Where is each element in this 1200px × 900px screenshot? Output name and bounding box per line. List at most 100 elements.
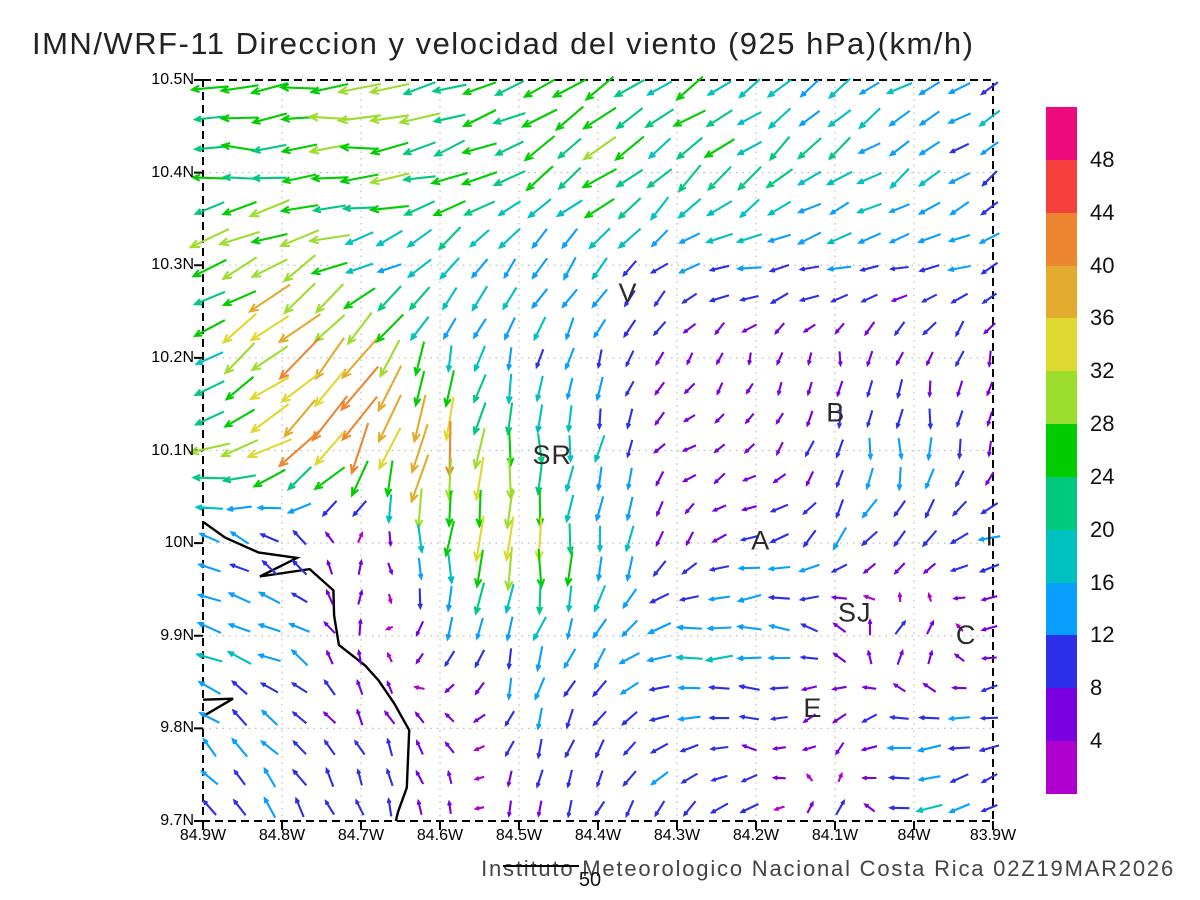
colorbar-tick-label: 44 xyxy=(1090,199,1115,225)
wind-arrow xyxy=(927,591,933,602)
wind-arrow xyxy=(460,142,497,155)
wind-arrow xyxy=(922,682,937,693)
wind-arrow xyxy=(767,565,791,572)
wind-arrow xyxy=(534,677,546,701)
wind-arrow xyxy=(386,797,393,817)
wind-arrow xyxy=(654,411,666,427)
wind-arrow xyxy=(885,82,913,95)
wind-arrow xyxy=(855,171,883,185)
wind-arrow xyxy=(414,711,425,724)
wind-arrow xyxy=(650,196,670,221)
wind-arrow xyxy=(565,585,573,613)
wind-arrow xyxy=(918,715,940,721)
wind-arrow xyxy=(193,410,225,426)
wind-arrow xyxy=(535,462,543,496)
wind-arrow xyxy=(947,745,970,752)
wind-arrow xyxy=(401,175,436,183)
wind-arrow xyxy=(233,769,246,786)
wind-arrow xyxy=(471,285,489,313)
wind-arrow xyxy=(652,321,667,337)
wind-arrow xyxy=(837,351,843,368)
wind-arrow xyxy=(324,799,335,816)
wind-arrow xyxy=(769,533,789,544)
wind-arrow xyxy=(860,713,878,723)
wind-arrow xyxy=(855,202,882,214)
wind-arrow xyxy=(648,592,670,604)
wind-arrow xyxy=(375,229,403,247)
wind-arrow xyxy=(949,773,969,783)
wind-arrow xyxy=(826,265,852,272)
wind-arrow xyxy=(678,595,699,602)
wind-arrow xyxy=(771,746,786,751)
wind-arrow xyxy=(738,294,759,302)
wind-arrow xyxy=(896,649,904,665)
colorbar-segment xyxy=(1046,159,1077,213)
wind-arrow xyxy=(563,648,577,670)
wind-arrow xyxy=(682,322,697,334)
wind-arrow xyxy=(356,678,364,696)
wind-arrow xyxy=(802,501,817,516)
wind-arrow xyxy=(837,409,842,430)
wind-arrow xyxy=(773,805,785,811)
wind-arrow xyxy=(654,800,666,818)
wind-arrow xyxy=(856,232,882,244)
wind-arrow xyxy=(282,254,317,283)
wind-arrow xyxy=(408,286,431,311)
wind-arrow xyxy=(492,112,526,125)
wind-arrow xyxy=(195,652,223,663)
wind-arrow xyxy=(715,352,724,366)
wind-arrow xyxy=(625,408,634,430)
wind-arrow xyxy=(979,141,999,156)
wind-arrow xyxy=(584,75,615,101)
wind-arrow xyxy=(432,113,466,124)
wind-arrow xyxy=(771,775,786,781)
wind-arrow xyxy=(832,652,847,663)
wind-arrow xyxy=(288,622,310,633)
wind-arrow xyxy=(830,595,848,601)
wind-arrow xyxy=(766,200,792,216)
wind-arrow xyxy=(221,312,258,345)
wind-arrow xyxy=(432,200,466,216)
wind-arrow xyxy=(313,314,346,343)
wind-arrow xyxy=(897,591,903,603)
wind-arrow xyxy=(433,139,466,157)
wind-arrow xyxy=(866,350,874,368)
wind-arrow xyxy=(920,293,938,303)
wind-arrow xyxy=(263,796,277,819)
wind-arrow xyxy=(563,256,577,281)
wind-arrow xyxy=(951,500,968,517)
wind-arrow xyxy=(927,408,933,430)
wind-arrow xyxy=(736,111,762,126)
wind-arrow xyxy=(893,499,907,518)
wind-arrow xyxy=(888,715,909,721)
wind-arrow xyxy=(713,443,726,454)
wind-arrow xyxy=(705,200,733,217)
wind-arrow xyxy=(535,646,544,673)
wind-arrow xyxy=(249,403,290,434)
wind-arrow xyxy=(735,265,762,272)
wind-arrow xyxy=(681,562,698,575)
wind-arrow xyxy=(835,499,845,519)
wind-arrow xyxy=(682,800,697,817)
colorbar-segment xyxy=(1046,582,1077,636)
wind-arrow xyxy=(681,444,697,452)
wind-arrow xyxy=(356,708,364,726)
wind-arrow xyxy=(191,258,227,278)
wind-arrow xyxy=(888,203,910,214)
wind-arrow xyxy=(980,201,999,216)
wind-arrow xyxy=(322,711,337,724)
wind-arrow xyxy=(831,713,847,724)
wind-arrow xyxy=(980,684,998,693)
wind-arrow xyxy=(888,109,911,127)
x-tick-label: 84.7W xyxy=(337,827,385,844)
wind-arrow xyxy=(918,110,940,127)
wind-arrow xyxy=(220,142,258,152)
wind-arrow xyxy=(707,684,730,691)
wind-arrow xyxy=(445,585,453,613)
wind-arrow xyxy=(503,488,514,531)
wind-arrow xyxy=(745,382,754,395)
wind-arrow xyxy=(894,321,906,337)
wind-arrow xyxy=(714,321,726,336)
colorbar-tick-label: 32 xyxy=(1090,358,1115,384)
wind-arrow xyxy=(191,473,227,482)
